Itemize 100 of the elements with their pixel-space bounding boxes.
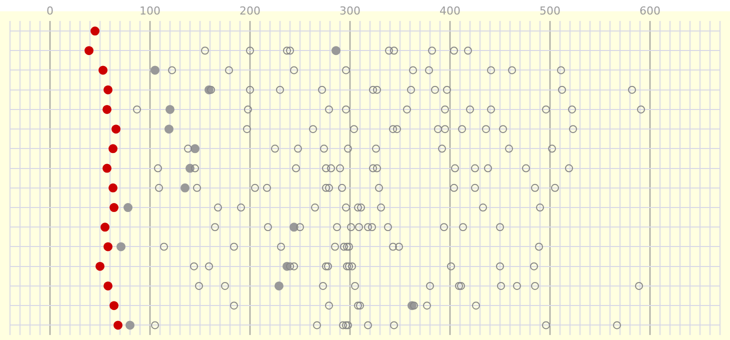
x-tick-label: 400 <box>440 4 460 18</box>
point <box>496 262 504 270</box>
point <box>536 204 544 212</box>
point <box>290 66 298 74</box>
point <box>332 46 340 56</box>
point <box>441 125 449 134</box>
point <box>471 164 479 172</box>
point <box>390 46 398 55</box>
point <box>230 302 238 310</box>
point <box>438 144 446 153</box>
point <box>423 302 431 310</box>
point <box>225 66 233 74</box>
point <box>286 262 294 270</box>
point <box>551 184 559 192</box>
point <box>354 302 362 310</box>
point <box>451 164 459 172</box>
point <box>484 164 492 172</box>
point <box>369 86 377 94</box>
point <box>635 282 643 290</box>
point <box>558 86 566 94</box>
point <box>154 164 162 172</box>
point <box>274 281 284 290</box>
point <box>108 183 118 192</box>
point <box>471 184 479 192</box>
point <box>133 105 141 114</box>
point <box>110 301 118 310</box>
point <box>221 282 229 290</box>
point <box>150 66 160 75</box>
point <box>344 144 352 153</box>
point <box>342 66 350 74</box>
point <box>479 204 487 212</box>
point <box>338 184 346 192</box>
point <box>271 144 279 153</box>
point <box>168 66 176 74</box>
point <box>264 223 272 232</box>
point <box>458 125 466 134</box>
point <box>116 242 126 252</box>
point <box>180 183 190 192</box>
point <box>628 86 636 94</box>
point <box>290 222 298 232</box>
point <box>211 223 219 232</box>
point <box>327 164 335 172</box>
point <box>343 262 351 270</box>
point <box>151 321 159 330</box>
point <box>389 242 397 251</box>
point <box>276 86 284 94</box>
point <box>155 184 163 192</box>
point <box>108 144 118 154</box>
point <box>251 184 259 192</box>
point <box>425 66 433 74</box>
point <box>487 66 495 74</box>
point <box>309 125 317 134</box>
point <box>277 242 285 251</box>
point <box>403 105 411 114</box>
point <box>322 262 330 270</box>
point <box>207 86 215 94</box>
point <box>290 262 298 270</box>
point <box>364 223 372 232</box>
point <box>126 320 134 330</box>
point <box>373 86 381 94</box>
point <box>345 242 353 251</box>
point <box>613 321 621 330</box>
x-tick-label: 0 <box>46 4 54 18</box>
point <box>505 144 513 153</box>
point <box>409 66 417 74</box>
point <box>313 321 321 330</box>
point <box>472 302 480 310</box>
point <box>190 144 200 154</box>
point <box>351 282 359 290</box>
point <box>513 282 521 290</box>
point <box>487 105 495 114</box>
point <box>331 242 339 251</box>
point <box>347 223 355 232</box>
point <box>339 321 347 330</box>
point <box>322 164 330 172</box>
point <box>160 242 168 251</box>
point <box>325 302 333 310</box>
point <box>390 321 398 330</box>
point <box>344 321 352 330</box>
point <box>377 204 385 212</box>
point <box>548 144 556 153</box>
point <box>244 105 252 114</box>
point <box>410 302 418 310</box>
point <box>246 46 254 55</box>
point <box>322 184 330 192</box>
point <box>324 262 332 270</box>
point <box>450 46 458 55</box>
point <box>369 164 377 172</box>
point <box>531 282 539 290</box>
point <box>557 66 565 74</box>
point <box>201 46 209 55</box>
point <box>205 262 213 270</box>
point <box>319 282 327 290</box>
point <box>214 204 222 212</box>
point <box>497 282 505 290</box>
point <box>542 321 550 330</box>
point <box>325 184 333 192</box>
point <box>496 223 504 232</box>
point <box>466 105 474 114</box>
point <box>350 125 358 134</box>
